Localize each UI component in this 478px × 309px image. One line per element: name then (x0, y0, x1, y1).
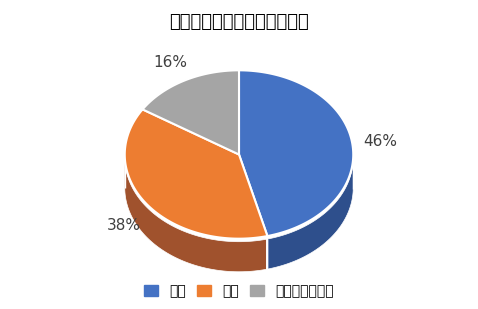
Polygon shape (125, 159, 267, 272)
Text: 38%: 38% (107, 218, 141, 233)
Polygon shape (125, 109, 267, 239)
Legend: 満足, 不満, どちらでもない: 満足, 不満, どちらでもない (139, 279, 339, 304)
Polygon shape (239, 70, 353, 236)
Text: 16%: 16% (153, 55, 187, 70)
Polygon shape (142, 70, 239, 154)
Polygon shape (267, 159, 353, 269)
Text: シエンタの価格・満足度調査: シエンタの価格・満足度調査 (169, 13, 309, 31)
Text: 46%: 46% (364, 134, 398, 149)
